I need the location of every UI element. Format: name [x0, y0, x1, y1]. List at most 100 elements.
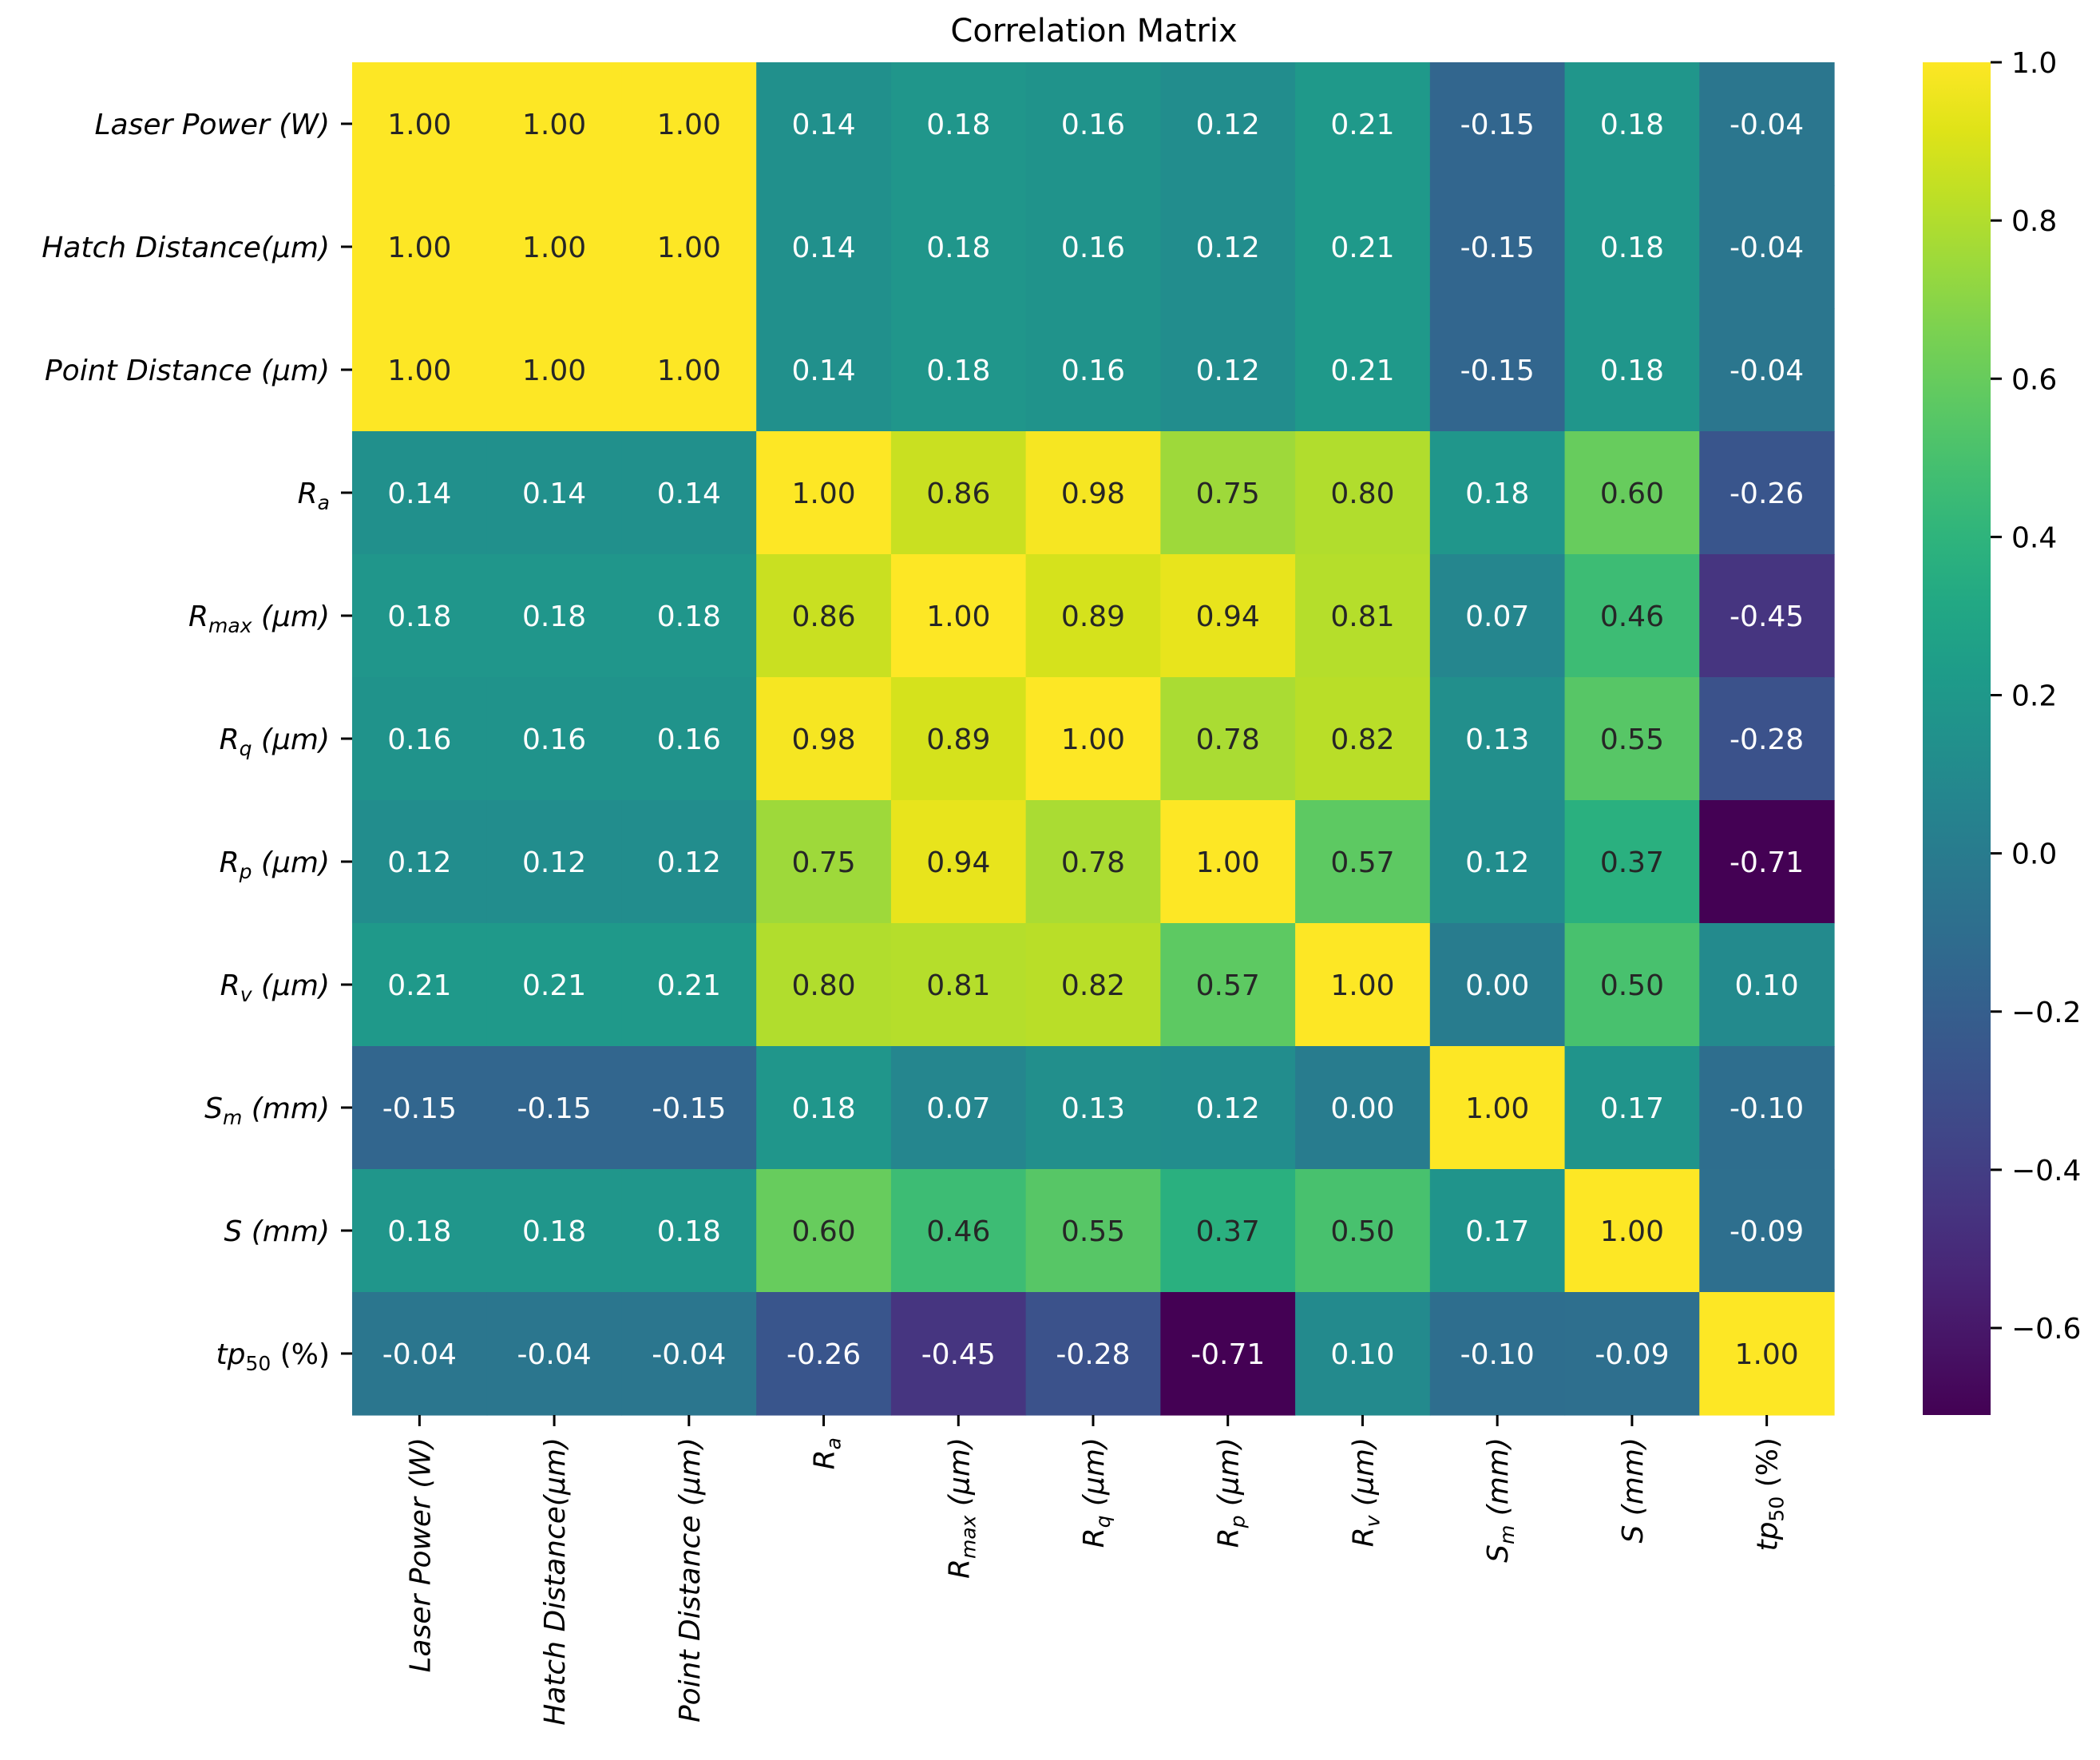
cell-value-label: 0.00 [1330, 1092, 1394, 1125]
heatmap-cell [1295, 554, 1431, 678]
cell-value-label: 0.60 [1600, 478, 1664, 510]
heatmap-cell [352, 308, 488, 432]
cell-value-label: 0.14 [387, 478, 451, 510]
heatmap-cell [486, 800, 623, 924]
cell-value-label: 0.50 [1330, 1215, 1394, 1248]
heatmap-cell [890, 1169, 1027, 1293]
heatmap-cell [1699, 1046, 1835, 1170]
heatmap-cell [756, 431, 892, 555]
colorbar-tick-label: 0.2 [2011, 680, 2057, 713]
cell-value-label: 1.00 [657, 355, 721, 387]
heatmap-cell [486, 431, 623, 555]
cell-value-label: 0.16 [657, 723, 721, 756]
cell-value-label: 0.57 [1330, 846, 1394, 879]
cell-value-label: 0.57 [1196, 969, 1260, 1002]
heatmap-cell [756, 62, 892, 186]
heatmap-cell [621, 1169, 757, 1293]
heatmap-cell [1564, 308, 1700, 432]
heatmap-cell [756, 1169, 892, 1293]
cell-value-label: 0.12 [1465, 846, 1529, 879]
heatmap-cell [1564, 185, 1700, 309]
cell-value-label: 0.16 [387, 723, 451, 756]
y-tick-label: Sm (mm) [204, 1092, 330, 1129]
cell-value-label: -0.45 [921, 1338, 996, 1371]
heatmap-cell [486, 1046, 623, 1170]
heatmap-cell [756, 1046, 892, 1170]
cell-value-label: -0.15 [517, 1092, 592, 1125]
heatmap-cell [352, 923, 488, 1047]
cell-value-label: 0.18 [657, 601, 721, 633]
heatmap-cell [352, 185, 488, 309]
heatmap-cell [890, 1046, 1027, 1170]
cell-value-label: 0.18 [657, 1215, 721, 1248]
cell-value-label: 0.18 [387, 601, 451, 633]
colorbar-tick-label: −0.6 [2011, 1313, 2081, 1346]
heatmap-cell [1160, 677, 1296, 801]
heatmap-cell [621, 677, 757, 801]
heatmap-cell [1564, 1169, 1700, 1293]
heatmap-cell [1699, 923, 1835, 1047]
heatmap-cell [621, 800, 757, 924]
cell-value-label: 0.16 [1061, 232, 1125, 264]
cell-value-label: -0.10 [1460, 1338, 1535, 1371]
cell-value-label: 0.21 [1330, 109, 1394, 141]
cell-value-label: 1.00 [387, 355, 451, 387]
heatmap-cell [1564, 1292, 1700, 1416]
cell-value-label: 0.18 [1600, 232, 1664, 264]
heatmap-cell [621, 62, 757, 186]
heatmap-cell [1160, 431, 1296, 555]
heatmap-cell [890, 431, 1027, 555]
cell-value-label: -0.15 [1460, 109, 1535, 141]
cell-value-label: -0.04 [652, 1338, 726, 1371]
cell-value-label: 1.00 [791, 478, 855, 510]
cell-value-label: 0.21 [387, 969, 451, 1002]
x-tick-label: Rq (μm) [1078, 1437, 1115, 1548]
cell-value-label: 0.07 [1465, 601, 1529, 633]
cell-value-label: -0.26 [787, 1338, 861, 1371]
cell-value-label: -0.28 [1730, 723, 1804, 756]
cell-value-label: 1.00 [657, 232, 721, 264]
cell-value-label: 0.16 [1061, 109, 1125, 141]
heatmap-cell [621, 431, 757, 555]
cell-value-label: 0.46 [926, 1215, 990, 1248]
heatmap-cell [352, 1046, 488, 1170]
cell-value-label: 0.75 [791, 846, 855, 879]
heatmap-cell [352, 1169, 488, 1293]
cell-value-label: 0.55 [1061, 1215, 1125, 1248]
cell-value-label: 0.94 [1196, 601, 1260, 633]
heatmap-cell [890, 800, 1027, 924]
cell-value-label: -0.15 [1460, 232, 1535, 264]
cell-value-label: 0.17 [1600, 1092, 1664, 1125]
heatmap-cell [756, 800, 892, 924]
cell-value-label: 0.12 [1196, 1092, 1260, 1125]
heatmap-cell [1699, 431, 1835, 555]
heatmap-cell [1295, 431, 1431, 555]
cell-value-label: 0.12 [1196, 109, 1260, 141]
heatmap-cell [756, 923, 892, 1047]
cell-value-label: 0.50 [1600, 969, 1664, 1002]
cell-value-label: 0.12 [387, 846, 451, 879]
heatmap-cell [1025, 308, 1161, 432]
y-tick-label: Ra [298, 478, 330, 514]
cell-value-label: 0.13 [1061, 1092, 1125, 1125]
heatmap-cell [486, 554, 623, 678]
cell-value-label: 0.14 [522, 478, 586, 510]
cell-value-label: -0.26 [1730, 478, 1804, 510]
cell-value-label: 0.89 [926, 723, 990, 756]
cell-value-label: 0.21 [522, 969, 586, 1002]
heatmap-cell [1295, 1169, 1431, 1293]
y-tick-label: Rmax (μm) [188, 601, 330, 637]
heatmap-cell [890, 554, 1027, 678]
cell-value-label: 1.00 [657, 109, 721, 141]
cell-value-label: 0.16 [522, 723, 586, 756]
cell-value-label: 0.21 [1330, 355, 1394, 387]
x-tick-label: Point Distance (μm) [674, 1437, 707, 1722]
cell-value-label: 0.07 [926, 1092, 990, 1125]
cell-value-label: 0.80 [791, 969, 855, 1002]
colorbar-tick-label: 1.0 [2011, 47, 2057, 80]
heatmap-cell [352, 554, 488, 678]
x-tick-label: Laser Power (W) [404, 1437, 437, 1673]
heatmap-cell [621, 308, 757, 432]
y-tick-label: Rp (μm) [220, 846, 330, 883]
